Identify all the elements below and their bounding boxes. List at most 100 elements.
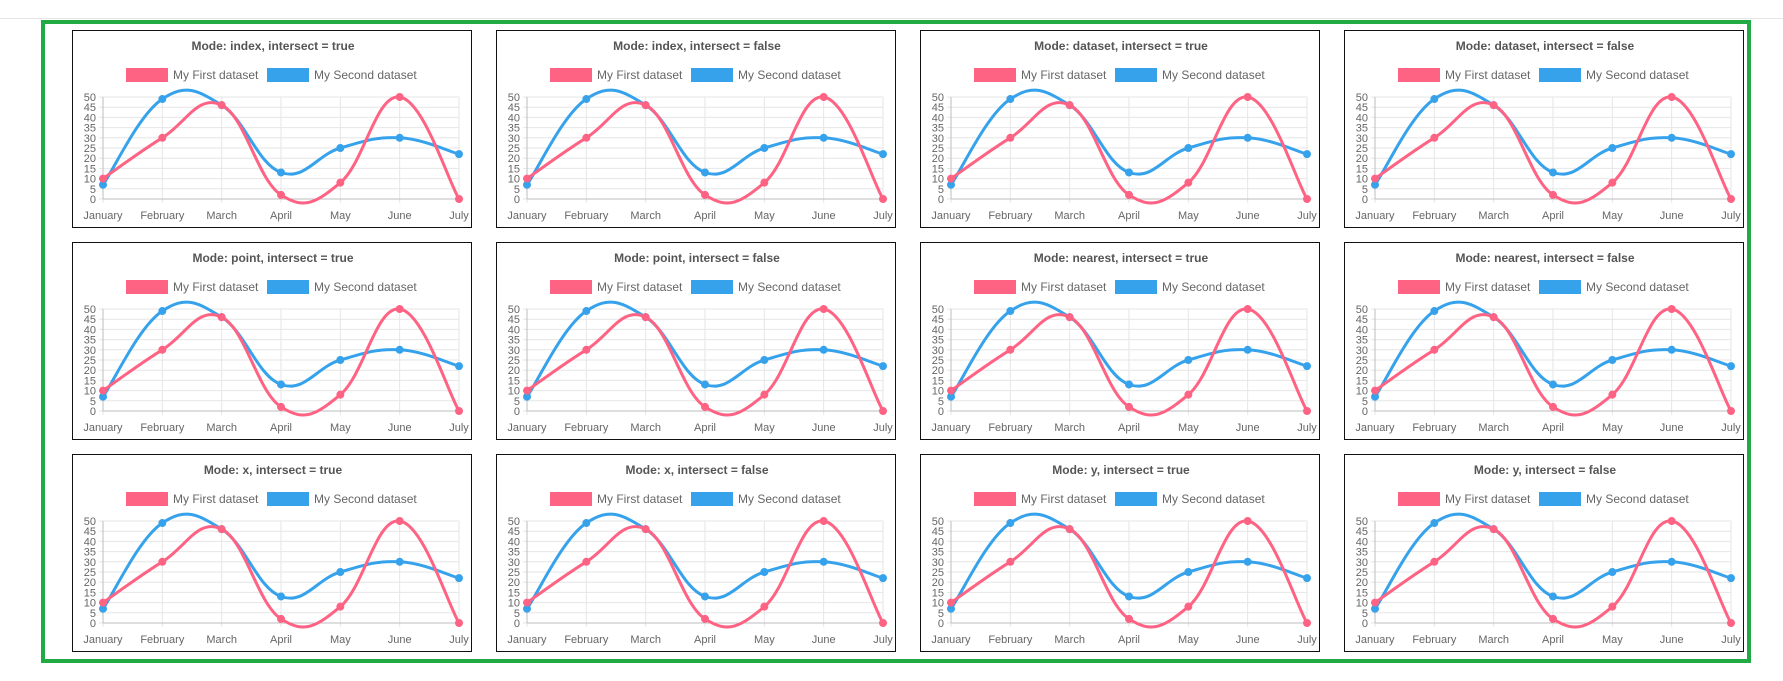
data-point-second[interactable]: [1303, 362, 1311, 371]
data-point-second[interactable]: [879, 574, 887, 583]
data-point-first[interactable]: [1371, 598, 1379, 607]
data-point-second[interactable]: [1125, 380, 1133, 389]
data-point-first[interactable]: [641, 313, 650, 322]
data-point-second[interactable]: [1184, 144, 1193, 152]
data-point-first[interactable]: [879, 195, 887, 203]
data-point-second[interactable]: [582, 95, 591, 104]
data-point-first[interactable]: [819, 93, 828, 101]
legend-label-first[interactable]: My First dataset: [1021, 280, 1107, 294]
data-point-first[interactable]: [277, 190, 285, 199]
data-point-first[interactable]: [1430, 133, 1439, 142]
data-point-second[interactable]: [1125, 592, 1133, 601]
legend-swatch-first[interactable]: [126, 280, 168, 294]
data-point-first[interactable]: [1549, 190, 1557, 199]
data-point-second[interactable]: [582, 519, 591, 528]
legend-label-first[interactable]: My First dataset: [173, 68, 259, 82]
legend-swatch-second[interactable]: [267, 68, 309, 82]
data-point-second[interactable]: [336, 356, 345, 364]
data-point-second[interactable]: [760, 356, 769, 364]
data-point-first[interactable]: [1667, 305, 1676, 313]
data-point-first[interactable]: [1184, 390, 1193, 399]
data-point-second[interactable]: [277, 380, 285, 389]
data-point-second[interactable]: [158, 95, 167, 104]
legend-label-second[interactable]: My Second dataset: [738, 492, 841, 506]
legend-label-second[interactable]: My Second dataset: [314, 492, 417, 506]
data-point-first[interactable]: [455, 407, 463, 415]
legend-label-first[interactable]: My First dataset: [1021, 492, 1107, 506]
data-point-first[interactable]: [1371, 174, 1379, 183]
data-point-second[interactable]: [1430, 519, 1439, 528]
data-point-second[interactable]: [395, 557, 404, 566]
data-point-first[interactable]: [582, 557, 591, 566]
data-point-second[interactable]: [395, 345, 404, 354]
data-point-first[interactable]: [641, 101, 650, 110]
data-point-second[interactable]: [1727, 574, 1735, 583]
data-point-first[interactable]: [158, 345, 167, 354]
legend-swatch-first[interactable]: [550, 280, 592, 294]
data-point-first[interactable]: [582, 345, 591, 354]
data-point-first[interactable]: [701, 190, 709, 199]
data-point-first[interactable]: [277, 402, 285, 411]
data-point-second[interactable]: [1727, 150, 1735, 159]
legend-swatch-second[interactable]: [1539, 492, 1581, 506]
data-point-first[interactable]: [1065, 313, 1074, 322]
data-point-first[interactable]: [947, 598, 955, 607]
data-point-second[interactable]: [1430, 307, 1439, 316]
legend-label-second[interactable]: My Second dataset: [1586, 68, 1689, 82]
data-point-first[interactable]: [1727, 619, 1735, 627]
legend-swatch-first[interactable]: [1398, 492, 1440, 506]
data-point-second[interactable]: [701, 168, 709, 177]
chart-panel[interactable]: Mode: x, intersect = true My First datase…: [72, 454, 472, 652]
chart-panel[interactable]: Mode: index, intersect = false My First d…: [496, 30, 896, 228]
legend-label-first[interactable]: My First dataset: [597, 280, 683, 294]
data-point-second[interactable]: [1006, 95, 1015, 104]
chart-panel[interactable]: Mode: nearest, intersect = false My First…: [1344, 242, 1744, 440]
chart-panel[interactable]: Mode: nearest, intersect = true My First …: [920, 242, 1320, 440]
data-point-second[interactable]: [336, 144, 345, 152]
data-point-first[interactable]: [1243, 517, 1252, 525]
data-point-first[interactable]: [1303, 195, 1311, 203]
chart-panel[interactable]: Mode: y, intersect = true My First datase…: [920, 454, 1320, 652]
data-point-second[interactable]: [395, 133, 404, 142]
data-point-first[interactable]: [1549, 402, 1557, 411]
data-point-first[interactable]: [947, 386, 955, 395]
data-point-first[interactable]: [158, 557, 167, 566]
data-point-first[interactable]: [277, 614, 285, 623]
data-point-second[interactable]: [1006, 307, 1015, 316]
data-point-first[interactable]: [701, 614, 709, 623]
data-point-second[interactable]: [277, 592, 285, 601]
data-point-first[interactable]: [1006, 557, 1015, 566]
data-point-first[interactable]: [760, 178, 769, 187]
data-point-second[interactable]: [455, 574, 463, 583]
legend-label-first[interactable]: My First dataset: [173, 492, 259, 506]
data-point-second[interactable]: [1243, 557, 1252, 566]
legend-swatch-first[interactable]: [126, 492, 168, 506]
data-point-second[interactable]: [1608, 568, 1617, 576]
legend-label-second[interactable]: My Second dataset: [738, 280, 841, 294]
data-point-first[interactable]: [760, 390, 769, 399]
data-point-second[interactable]: [760, 568, 769, 576]
legend-swatch-first[interactable]: [974, 280, 1016, 294]
data-point-first[interactable]: [879, 407, 887, 415]
chart-panel[interactable]: Mode: x, intersect = false My First datas…: [496, 454, 896, 652]
legend-label-second[interactable]: My Second dataset: [1586, 492, 1689, 506]
chart-panel[interactable]: Mode: y, intersect = false My First datas…: [1344, 454, 1744, 652]
legend-swatch-second[interactable]: [1539, 68, 1581, 82]
data-point-first[interactable]: [1243, 305, 1252, 313]
data-point-second[interactable]: [455, 150, 463, 159]
legend-swatch-second[interactable]: [691, 492, 733, 506]
data-point-first[interactable]: [1006, 133, 1015, 142]
data-point-first[interactable]: [1430, 557, 1439, 566]
data-point-first[interactable]: [336, 602, 345, 611]
data-point-second[interactable]: [701, 380, 709, 389]
data-point-first[interactable]: [1549, 614, 1557, 623]
data-point-second[interactable]: [819, 133, 828, 142]
data-point-first[interactable]: [217, 525, 226, 534]
data-point-second[interactable]: [1303, 574, 1311, 583]
data-point-first[interactable]: [1608, 390, 1617, 399]
data-point-first[interactable]: [1727, 407, 1735, 415]
legend-label-first[interactable]: My First dataset: [1445, 492, 1531, 506]
data-point-second[interactable]: [819, 557, 828, 566]
chart-panel[interactable]: Mode: dataset, intersect = true My First …: [920, 30, 1320, 228]
data-point-second[interactable]: [760, 144, 769, 152]
